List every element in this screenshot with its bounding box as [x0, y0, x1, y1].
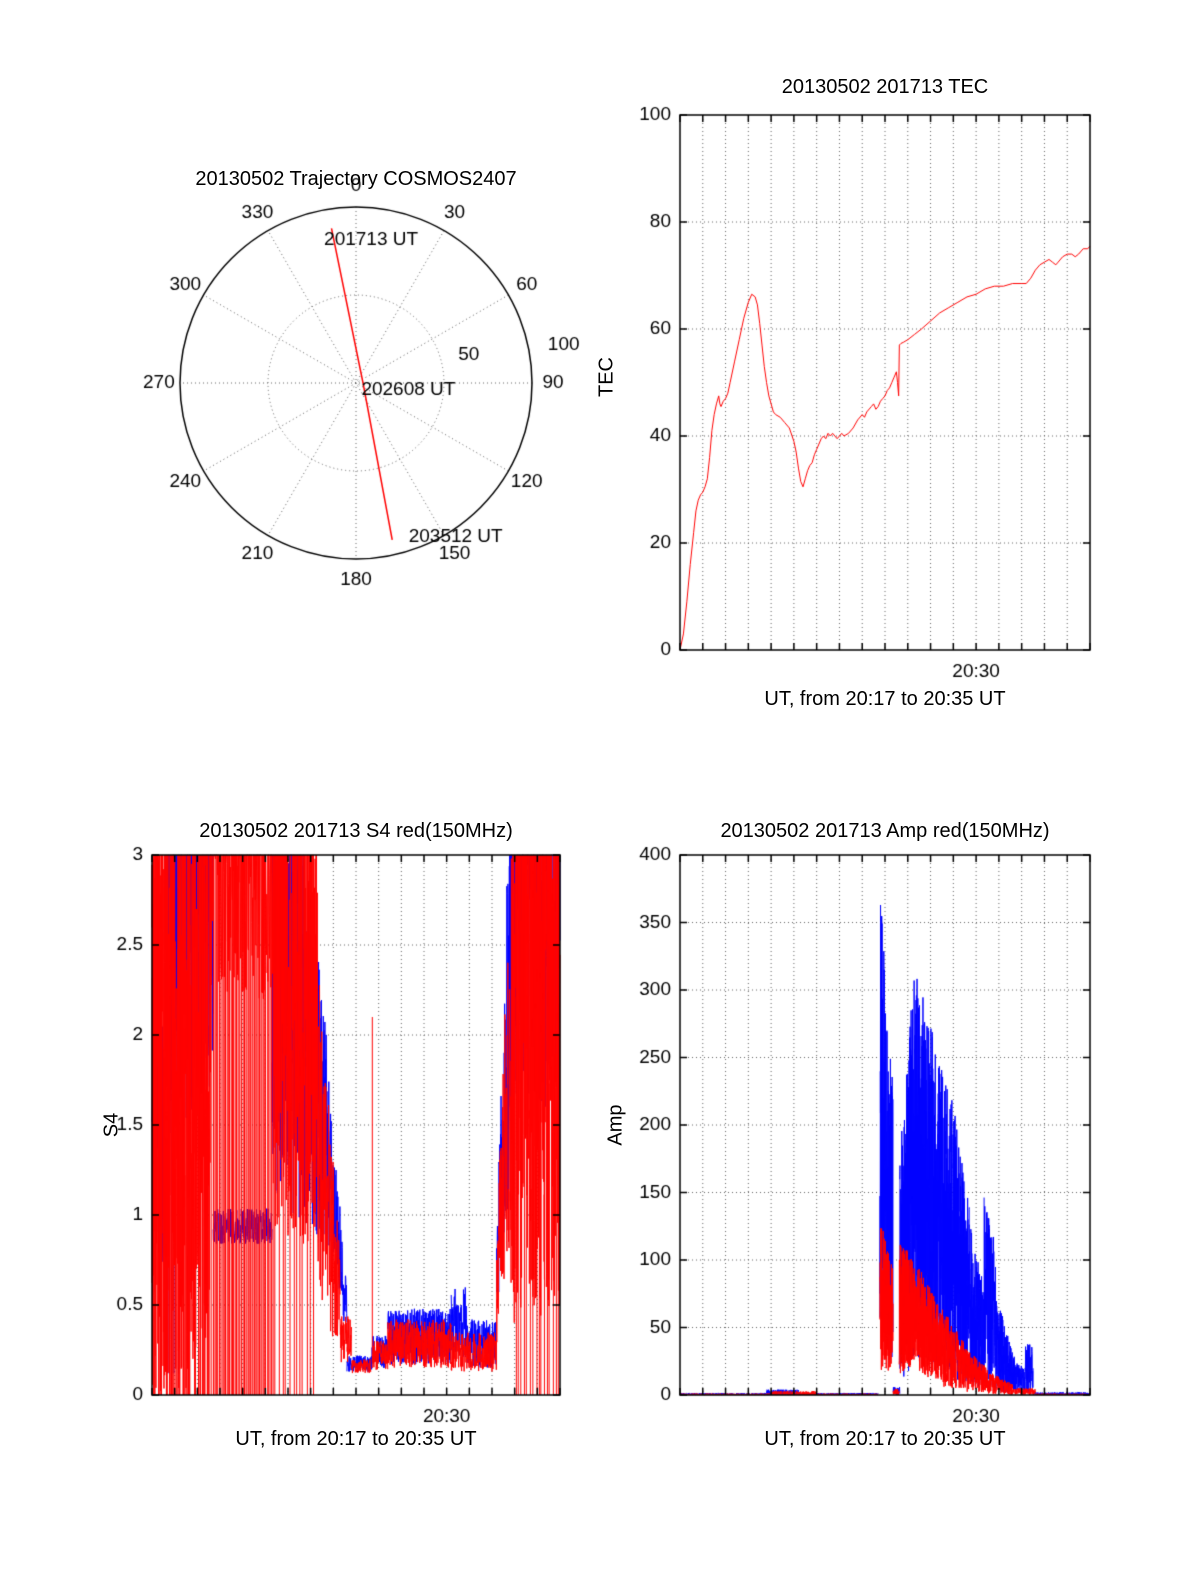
amp-x-axis-label: UT, from 20:17 to 20:35 UT [764, 1428, 1006, 1450]
tec-line-chart [600, 60, 1120, 720]
tec-x-axis-label: UT, from 20:17 to 20:35 UT [764, 688, 1006, 710]
s4-x-axis-label: UT, from 20:17 to 20:35 UT [235, 1428, 477, 1450]
trajectory-polar-chart [80, 160, 640, 600]
amp-amplitude-chart [600, 810, 1120, 1470]
s4-scintillation-chart [80, 810, 640, 1470]
